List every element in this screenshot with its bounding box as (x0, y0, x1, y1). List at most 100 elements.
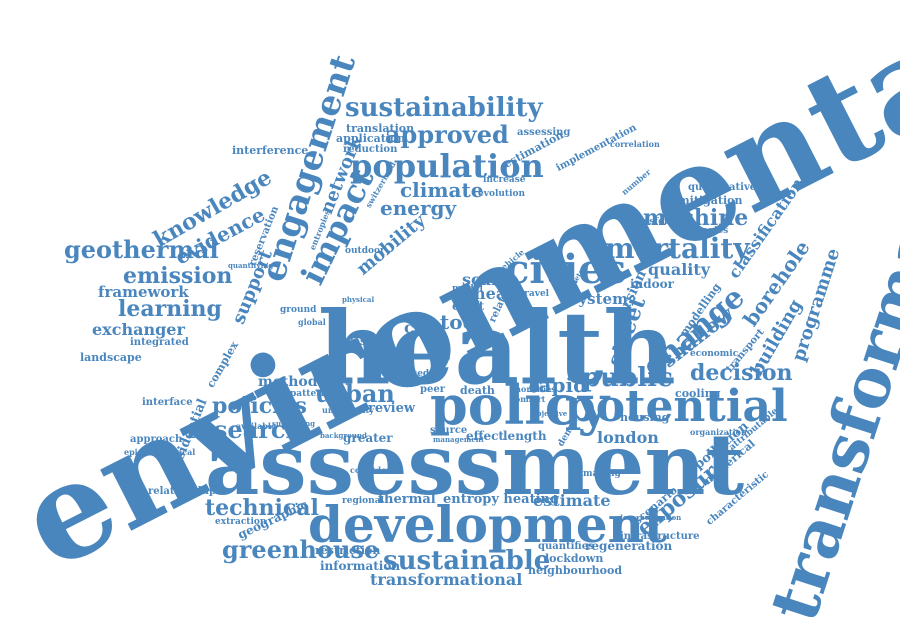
word-transformational: transformational (370, 570, 523, 589)
word-ground: ground (280, 305, 317, 315)
word-exchanger: exchanger (92, 320, 185, 339)
word-framework: framework (98, 283, 189, 301)
word-infrastructure: infrastructure (620, 531, 700, 542)
word-public: public (582, 363, 673, 393)
word-evolution: evolution (478, 189, 526, 199)
word-economic: economic (690, 349, 739, 359)
word-decision: decision (690, 360, 793, 386)
word-machine: machine (643, 205, 749, 231)
word-geothermal: geothermal (64, 235, 219, 264)
word-urban: urban (315, 379, 395, 408)
word-making: making (583, 469, 621, 479)
word-uncertainty: uncertainty (322, 405, 374, 415)
word-development: development (308, 495, 668, 554)
word-health: health (318, 289, 677, 407)
word-technical: technical (205, 495, 319, 521)
word-regional: regional (342, 496, 384, 506)
word-cooling: cooling (675, 387, 721, 400)
word-quantifying: quantifying (228, 261, 274, 270)
word-pattern: pattern (290, 389, 328, 399)
word-approach: approach (130, 434, 183, 445)
word-organization: organization (690, 427, 747, 437)
word-interface: interface (142, 397, 193, 408)
word-indoor: indoor (630, 277, 675, 291)
word-thermal: thermal (378, 492, 436, 507)
word-regeneration: regeneration (585, 539, 673, 553)
word-craft: craft (452, 299, 485, 313)
word-effect: effect (466, 429, 504, 443)
word-entropy-heating: entropy heating (443, 492, 560, 507)
word-available: available (236, 421, 276, 431)
word-approved: approved (385, 120, 509, 149)
word-quantitative: quantitative (688, 182, 757, 193)
word-quantifies: quantifies (538, 541, 594, 552)
word-quality: quality (648, 260, 711, 279)
word-transfer: transfer (628, 217, 669, 227)
word-cities: cities (505, 246, 627, 293)
word-increase: increase (483, 175, 526, 185)
word-decarbonisation: decarbonisation (618, 513, 682, 522)
word-extraction: extraction (215, 517, 267, 527)
word-travel: travel (520, 289, 550, 299)
word-method: method (258, 374, 318, 390)
word-greenhouse: greenhouse (222, 535, 380, 564)
word-information: information (320, 559, 401, 573)
word-restriction: restriction (315, 544, 381, 557)
word-tool: tool (440, 310, 484, 334)
word-strategies: strategies (678, 226, 729, 236)
word-integrated: integrated (130, 337, 189, 348)
word-mitigation: mitigation (678, 194, 743, 207)
word-physical: physical (342, 295, 375, 304)
word-translation: translation (346, 122, 415, 135)
word-lockdown: lockdown (545, 552, 604, 565)
word-comfort: comfort (510, 394, 546, 404)
word-anomalies: anomalies (510, 384, 556, 394)
word-sustainable: sustainable (383, 546, 551, 576)
word-application: application (336, 132, 406, 145)
word-potential: potential (565, 381, 788, 432)
word-objective: objective (532, 409, 568, 418)
word-reduction: reduction (343, 144, 398, 155)
word-review: review (368, 401, 416, 416)
word-epidemiological: epidemiological (124, 447, 196, 457)
word-greater: greater (343, 431, 393, 445)
word-management: management (433, 435, 485, 444)
word-peer: peer (420, 384, 445, 395)
word-city: city (404, 318, 437, 337)
word-climate: climate (400, 178, 484, 202)
word-sustainability: sustainability (345, 93, 543, 123)
word-global: global (298, 317, 326, 327)
word-relationship: relationship (148, 486, 216, 497)
word-assessment: assessment (205, 415, 745, 514)
word-based: based (400, 369, 430, 379)
word-policy: policy (430, 373, 610, 437)
word-assessing: assessing (517, 127, 571, 138)
word-policies: policies (212, 393, 307, 419)
word-housing: housing (620, 411, 670, 424)
word-system: system (570, 290, 628, 308)
word-result: result (346, 334, 386, 348)
word-source: source (430, 425, 468, 436)
word-interference: interference (232, 144, 309, 157)
word-learning: learning (118, 296, 222, 322)
word-rapid: rapid (528, 373, 588, 397)
word-estimate: estimate (533, 491, 611, 510)
word-london: london (597, 428, 659, 447)
word-emission: emission (123, 263, 233, 289)
word-background: background (320, 431, 367, 440)
word-research: research (186, 415, 303, 444)
word-supporting: supporting (272, 419, 316, 428)
word-neighbourhood: neighbourhood (528, 564, 623, 577)
word-death: death (460, 384, 495, 397)
word-correlation: correlation (610, 139, 660, 149)
word-energy: energy (380, 196, 457, 220)
word-outdoor: outdoor (345, 246, 385, 256)
word-population: population (350, 147, 544, 185)
word-countdown: countdown (350, 465, 400, 475)
word-mortality: mortality (605, 232, 750, 265)
word-length: length (503, 429, 547, 443)
word-gshps: gshps (478, 275, 508, 285)
word-heat: heat (474, 284, 514, 303)
word-model: model (452, 284, 483, 294)
